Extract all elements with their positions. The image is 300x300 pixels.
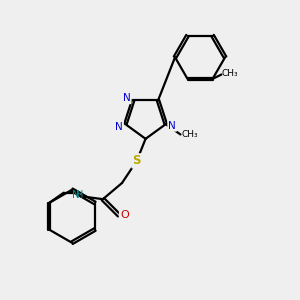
Text: O: O: [120, 210, 129, 220]
Text: N: N: [168, 121, 176, 130]
Text: N: N: [72, 190, 79, 200]
Text: CH₃: CH₃: [222, 68, 238, 77]
Text: N: N: [115, 122, 123, 131]
Text: N: N: [123, 93, 130, 103]
Text: S: S: [133, 154, 141, 167]
Text: CH₃: CH₃: [182, 130, 198, 139]
Text: H: H: [76, 190, 83, 200]
